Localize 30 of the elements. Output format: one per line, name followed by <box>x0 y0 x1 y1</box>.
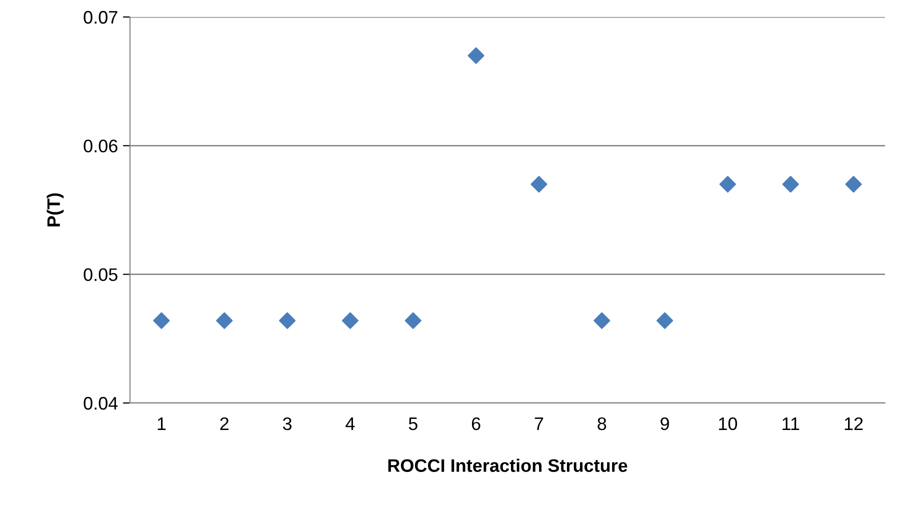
x-tick-label: 3 <box>282 417 292 430</box>
x-tick-label: 7 <box>534 418 544 430</box>
y-tick-label: 0.06 <box>84 140 118 152</box>
x-tick-label: 8 <box>598 417 606 430</box>
point <box>656 312 674 329</box>
point <box>153 312 170 329</box>
point <box>845 176 862 193</box>
x-tick-label: 6 <box>472 417 480 430</box>
point <box>342 312 359 329</box>
x-tick-label: 1 <box>158 418 166 430</box>
y-tick-label: 0.04 <box>84 396 118 410</box>
point <box>719 176 736 193</box>
x-tick-label: 9 <box>660 417 669 430</box>
y-tick-label: 0.05 <box>84 268 118 282</box>
x-tick-label: 10 <box>719 417 738 430</box>
point <box>782 176 799 193</box>
point <box>530 176 548 193</box>
x-axis-title: ROCCI Interaction Structure <box>388 458 628 472</box>
point <box>468 47 484 64</box>
y-tick-label: 0.07 <box>84 10 118 24</box>
point <box>278 312 296 329</box>
x-tick-label: 4 <box>346 418 355 430</box>
x-tick-label: 11 <box>782 418 800 430</box>
point <box>404 312 422 329</box>
x-tick-label: 5 <box>408 418 418 430</box>
y-axis-title: P(T) <box>46 193 64 226</box>
point <box>594 312 610 329</box>
point <box>216 312 233 329</box>
x-tick-label: 2 <box>220 417 228 430</box>
x-tick-label: 12 <box>844 417 863 430</box>
